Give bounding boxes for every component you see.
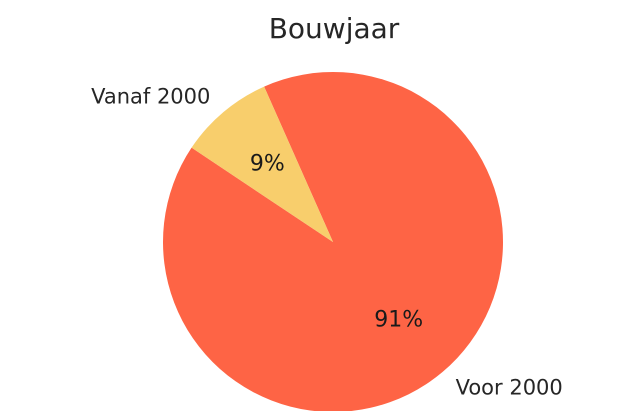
slice-label-vanaf-2000: Vanaf 2000 (91, 84, 210, 108)
labels-layer: Voor 2000 91% Vanaf 2000 9% (91, 84, 563, 399)
chart-title: Bouwjaar (269, 12, 400, 45)
pct-label-vanaf-2000: 9% (250, 152, 285, 177)
pie-slice-voor-2000 (163, 72, 503, 411)
pct-label-voor-2000: 91% (374, 308, 423, 333)
slices-layer (163, 72, 503, 411)
pie-slice-vanaf-2000 (191, 86, 333, 242)
slice-label-voor-2000: Voor 2000 (456, 376, 563, 400)
